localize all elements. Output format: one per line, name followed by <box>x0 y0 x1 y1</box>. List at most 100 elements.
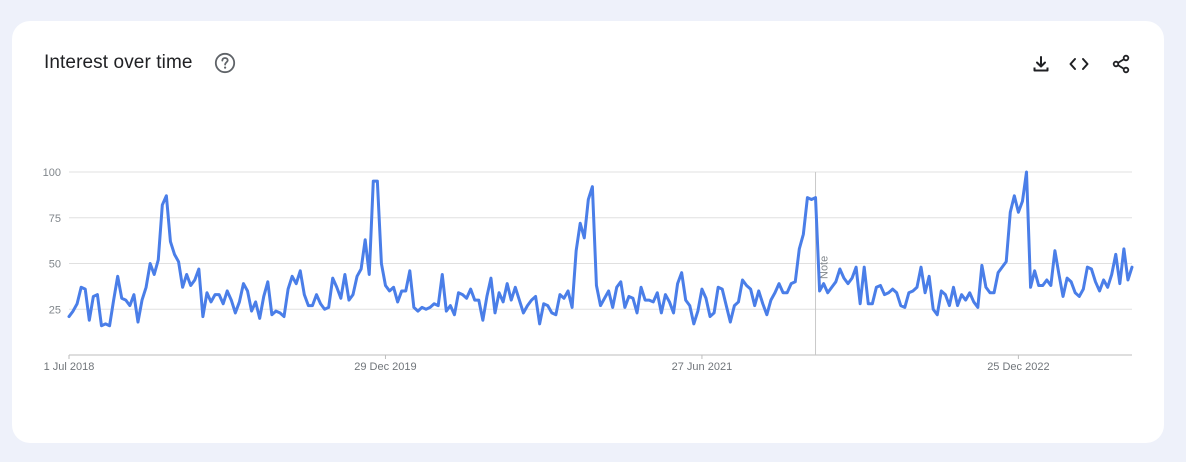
data-point <box>498 292 500 294</box>
data-point <box>1098 290 1100 292</box>
data-point <box>356 275 358 277</box>
data-point <box>267 281 269 283</box>
data-point <box>319 303 321 305</box>
data-point <box>891 288 893 290</box>
data-point <box>474 299 476 301</box>
data-point <box>644 299 646 301</box>
data-point <box>603 297 605 299</box>
data-point <box>969 292 971 294</box>
data-point <box>157 259 159 261</box>
data-point <box>388 290 390 292</box>
data-point <box>327 306 329 308</box>
data-point <box>161 204 163 206</box>
data-point <box>376 180 378 182</box>
x-tick-label: 29 Dec 2019 <box>354 361 416 373</box>
x-tick-label: 27 Jun 2021 <box>672 361 733 373</box>
data-point <box>701 288 703 290</box>
data-point <box>770 299 772 301</box>
data-point <box>490 277 492 279</box>
data-point <box>758 290 760 292</box>
data-point <box>299 270 301 272</box>
data-point <box>437 304 439 306</box>
data-point <box>794 281 796 283</box>
share-button[interactable] <box>1108 51 1134 77</box>
data-point <box>733 304 735 306</box>
data-point <box>640 286 642 288</box>
data-point <box>392 286 394 288</box>
data-point <box>782 292 784 294</box>
data-point <box>409 270 411 272</box>
data-point <box>502 301 504 303</box>
data-point <box>323 308 325 310</box>
data-point <box>185 273 187 275</box>
data-point <box>924 292 926 294</box>
data-point <box>575 249 577 251</box>
data-point <box>721 288 723 290</box>
data-point <box>1086 266 1088 268</box>
data-point <box>851 277 853 279</box>
data-point <box>1123 248 1125 250</box>
data-point <box>332 277 334 279</box>
data-point <box>506 282 508 284</box>
data-point <box>656 292 658 294</box>
data-point <box>429 306 431 308</box>
data-point <box>1078 295 1080 297</box>
data-point <box>879 284 881 286</box>
data-point <box>993 292 995 294</box>
data-point <box>916 286 918 288</box>
data-point <box>125 299 127 301</box>
data-point <box>620 281 622 283</box>
data-point <box>226 290 228 292</box>
data-point <box>1029 286 1031 288</box>
data-point <box>904 306 906 308</box>
data-point <box>1009 211 1011 213</box>
data-point <box>1119 282 1121 284</box>
data-point <box>1021 200 1023 202</box>
data-point <box>555 314 557 316</box>
data-point <box>218 293 220 295</box>
data-point <box>749 288 751 290</box>
data-point <box>421 306 423 308</box>
data-point <box>802 233 804 235</box>
data-point <box>956 304 958 306</box>
data-point <box>599 304 601 306</box>
data-point <box>697 310 699 312</box>
data-point <box>664 293 666 295</box>
data-point <box>68 315 70 317</box>
data-point <box>729 321 731 323</box>
data-point <box>108 325 110 327</box>
data-point <box>709 315 711 317</box>
data-point <box>855 266 857 268</box>
data-point <box>831 286 833 288</box>
data-point <box>181 286 183 288</box>
data-point <box>563 297 565 299</box>
data-point <box>660 312 662 314</box>
data-point <box>579 222 581 224</box>
data-point <box>457 292 459 294</box>
data-point <box>198 268 200 270</box>
data-point <box>1017 211 1019 213</box>
data-point <box>384 284 386 286</box>
data-point <box>336 286 338 288</box>
data-point <box>413 306 415 308</box>
data-point <box>680 271 682 273</box>
data-point <box>526 304 528 306</box>
data-point <box>396 301 398 303</box>
data-point <box>1054 249 1056 251</box>
data-point <box>287 288 289 290</box>
download-button[interactable] <box>1028 51 1054 77</box>
data-point <box>1074 292 1076 294</box>
data-point <box>1033 270 1035 272</box>
data-point <box>92 295 94 297</box>
data-point <box>1115 253 1117 255</box>
embed-button[interactable] <box>1066 51 1092 77</box>
data-point <box>591 185 593 187</box>
data-point <box>867 303 869 305</box>
data-point <box>1106 286 1108 288</box>
data-point <box>169 240 171 242</box>
data-point <box>920 266 922 268</box>
data-point <box>149 262 151 264</box>
help-circle-icon[interactable] <box>214 52 236 74</box>
data-point <box>234 312 236 314</box>
data-point <box>1111 273 1113 275</box>
